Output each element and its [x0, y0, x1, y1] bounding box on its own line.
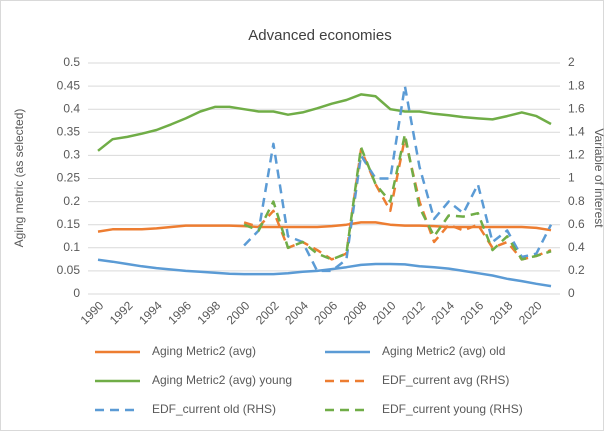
- legend-label: Aging Metric2 (avg): [152, 344, 256, 358]
- legend-label: EDF_current young (RHS): [382, 402, 523, 416]
- series-line: [243, 84, 553, 273]
- y2-tick-label: 2: [568, 55, 575, 69]
- y2-tick-label: 1.8: [568, 78, 585, 92]
- legend-label: EDF_current avg (RHS): [382, 373, 509, 387]
- y2-tick-label: 0.8: [568, 194, 585, 208]
- series-line: [97, 93, 552, 152]
- y2-tick-label: 0.2: [568, 263, 585, 277]
- y-tick-label: 0: [73, 286, 80, 300]
- y2-axis-label: Variable of interest: [592, 128, 604, 228]
- y2-tick-label: 1.4: [568, 124, 585, 138]
- y2-tick-label: 1: [568, 171, 575, 185]
- y-tick-label: 0.2: [63, 194, 80, 208]
- y-tick-label: 0.45: [57, 78, 81, 92]
- y-tick-label: 0.4: [63, 101, 80, 115]
- y2-tick-label: 0.6: [568, 217, 585, 231]
- y-tick-label: 0.25: [57, 171, 81, 185]
- y2-tick-label: 0: [568, 286, 575, 300]
- legend-label: Aging Metric2 (avg) old: [382, 344, 505, 358]
- y2-tick-label: 1.6: [568, 101, 585, 115]
- series-line: [243, 133, 552, 261]
- chart-title: Advanced economies: [248, 27, 391, 44]
- y-tick-label: 0.15: [57, 217, 81, 231]
- legend-label: Aging Metric2 (avg) young: [152, 373, 292, 387]
- legend-label: EDF_current old (RHS): [152, 402, 276, 416]
- y-tick-label: 0.1: [63, 240, 80, 254]
- y-tick-label: 0.05: [57, 263, 81, 277]
- y-tick-label: 0.35: [57, 124, 81, 138]
- y-axis-label: Aging metric (as selected): [12, 109, 26, 248]
- y-tick-label: 0.5: [63, 55, 80, 69]
- y2-tick-label: 0.4: [568, 240, 585, 254]
- y2-tick-label: 1.2: [568, 148, 585, 162]
- y-tick-label: 0.3: [63, 148, 80, 162]
- series-line: [243, 136, 552, 261]
